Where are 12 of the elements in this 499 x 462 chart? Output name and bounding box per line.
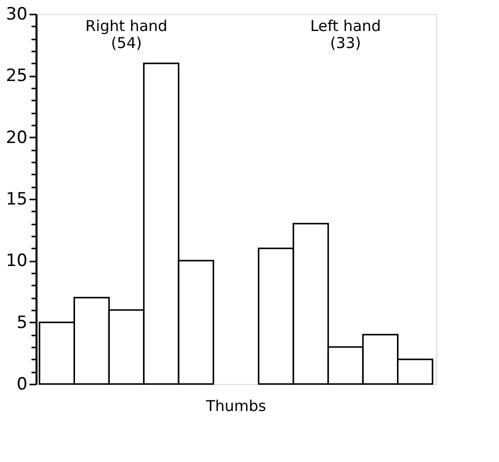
y-tick-label: 5	[16, 312, 28, 333]
annotation: (54)	[111, 34, 142, 52]
y-tick-label: 0	[16, 374, 28, 394]
annotation: (33)	[330, 34, 361, 52]
y-tick-label: 15	[6, 190, 28, 210]
annotation: Right hand	[85, 17, 168, 35]
y-tick-label: 30	[6, 4, 28, 24]
y-tick-label: 25	[6, 66, 28, 86]
y-tick-label: 20	[6, 128, 28, 148]
annotation: Left hand	[310, 17, 381, 35]
y-tick-label: 10	[6, 251, 28, 272]
text: Thumbs	[204, 397, 266, 415]
